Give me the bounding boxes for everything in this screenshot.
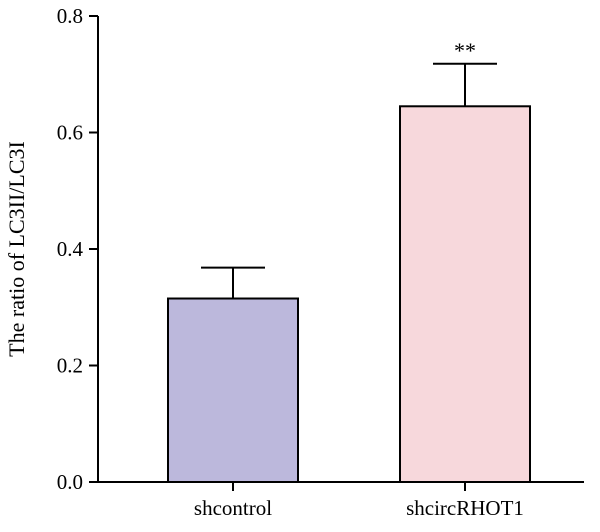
x-tick-label: shcontrol — [194, 496, 272, 520]
x-axis: shcontrol shcircRHOT1 — [97, 481, 584, 520]
y-tick-label: 0.0 — [57, 470, 83, 494]
y-axis-title: The ratio of LC3II/LC3I — [4, 141, 29, 357]
y-tick-label: 0.6 — [57, 121, 83, 145]
bar-shcontrol — [167, 297, 299, 484]
y-tick-label: 0.8 — [57, 4, 83, 28]
bars-group: ** — [167, 38, 531, 484]
y-axis: 0.0 0.2 0.4 0.6 0.8 — [57, 4, 99, 494]
x-tick-label: shcircRHOT1 — [406, 496, 524, 520]
y-tick-label: 0.2 — [57, 354, 83, 378]
y-tick-label: 0.4 — [57, 237, 84, 261]
significance-label: ** — [454, 38, 476, 63]
bar-shcircrhot1 — [399, 105, 531, 483]
